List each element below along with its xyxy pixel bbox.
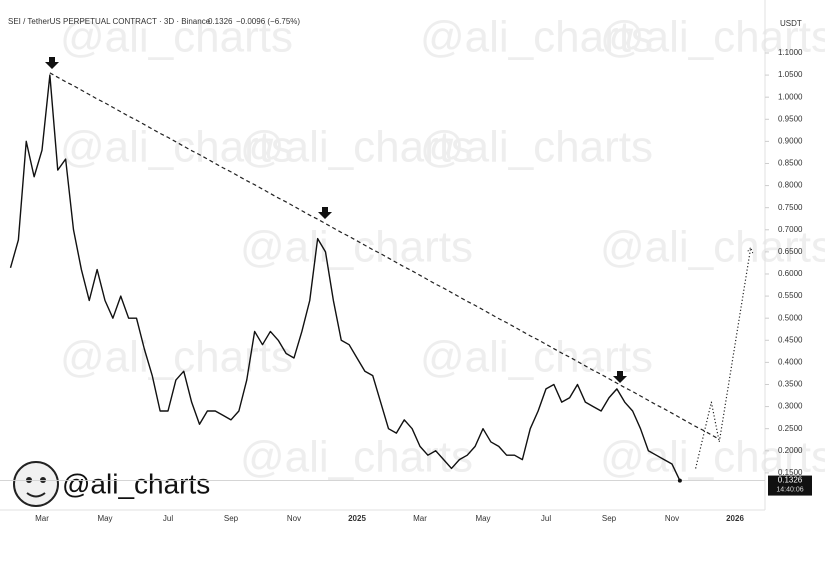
watermark: @ali_charts <box>60 13 293 62</box>
watermark: @ali_charts <box>240 433 473 482</box>
last-point <box>677 478 682 483</box>
axis-unit: USDT <box>780 19 802 28</box>
price-tag-text: 0.1326 <box>778 476 803 485</box>
x-tick-label: Jul <box>541 514 551 523</box>
series-line <box>695 247 752 469</box>
series-line <box>9 74 681 481</box>
y-tick-label: 0.2500 <box>778 424 803 433</box>
avatar-mouth <box>26 492 46 498</box>
watermark: @ali_charts <box>420 333 653 382</box>
x-tick-label: 2025 <box>348 514 366 523</box>
countdown-text: 14:40:06 <box>776 486 803 493</box>
y-tick-label: 1.1000 <box>778 48 803 57</box>
y-tick-label: 0.7500 <box>778 203 803 212</box>
avatar-eye <box>40 477 46 483</box>
y-tick-label: 0.4500 <box>778 335 803 344</box>
watermark: @ali_charts <box>600 433 825 482</box>
y-tick-label: 0.3000 <box>778 402 803 411</box>
watermark: @ali_charts <box>240 123 473 172</box>
x-tick-label: May <box>97 514 112 523</box>
x-tick-label: Nov <box>665 514 679 523</box>
arrow <box>613 371 627 383</box>
watermark: @ali_charts <box>600 223 825 272</box>
watermark: @ali_charts <box>60 123 293 172</box>
y-tick-label: 0.7000 <box>778 225 803 234</box>
y-tick-label: 0.8500 <box>778 159 803 168</box>
watermark: @ali_charts <box>420 13 653 62</box>
y-tick-label: 1.0000 <box>778 92 803 101</box>
x-tick-label: Sep <box>602 514 617 523</box>
x-tick-label: May <box>475 514 490 523</box>
y-tick-label: 0.6000 <box>778 269 803 278</box>
header-title: SEI / TetherUS PERPETUAL CONTRACT · 3D ·… <box>8 17 211 26</box>
watermark: @ali_charts <box>60 333 293 382</box>
header-price: 0.1326 <box>208 17 233 26</box>
watermark: @ali_charts <box>600 13 825 62</box>
y-tick-label: 0.8000 <box>778 181 803 190</box>
y-tick-label: 0.1500 <box>778 468 803 477</box>
x-tick-label: Mar <box>413 514 427 523</box>
avatar-eye <box>26 477 32 483</box>
y-tick-label: 1.0500 <box>778 70 803 79</box>
watermarks: @ali_charts @ali_charts@ali_charts @ali_ch… <box>60 13 825 482</box>
y-tick-label: 0.9000 <box>778 136 803 145</box>
header-change: −0.0096 (−6.75%) <box>236 17 300 26</box>
arrow <box>318 207 332 219</box>
arrow <box>45 57 59 69</box>
price-tag <box>768 475 812 496</box>
x-tick-label: Mar <box>35 514 49 523</box>
y-tick-label: 0.3500 <box>778 380 803 389</box>
x-tick-label: Sep <box>224 514 239 523</box>
x-tick-label: Nov <box>287 514 301 523</box>
watermark: @ali_charts <box>240 223 473 272</box>
y-tick-label: 0.4000 <box>778 357 803 366</box>
y-tick-label: 0.2000 <box>778 446 803 455</box>
y-tick-label: 0.9500 <box>778 114 803 123</box>
logo-text: @ali_charts <box>62 468 210 499</box>
avatar <box>13 461 59 507</box>
logo: @ali_charts <box>13 461 210 507</box>
x-tick-label: Jul <box>163 514 173 523</box>
y-tick-label: 0.5500 <box>778 291 803 300</box>
y-tick-label: 0.6500 <box>778 247 803 256</box>
y-tick-label: 0.5000 <box>778 313 803 322</box>
x-tick-label: 2026 <box>726 514 744 523</box>
peak-arrows <box>45 57 627 383</box>
projection-arrowhead <box>746 246 754 254</box>
series-line <box>49 72 720 440</box>
watermark: @ali_charts <box>420 123 653 172</box>
